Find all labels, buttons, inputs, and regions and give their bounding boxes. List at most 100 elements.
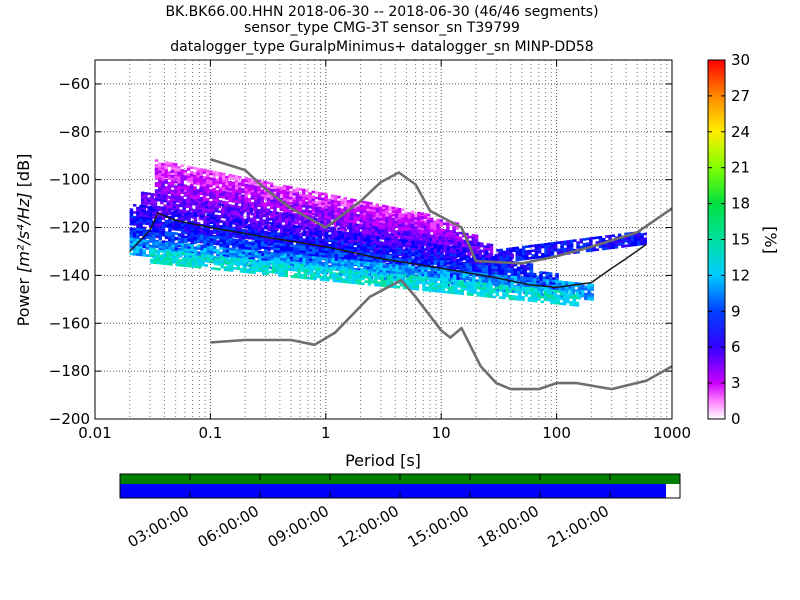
density-cell: [215, 190, 220, 193]
density-cell: [224, 206, 228, 210]
density-cell: [145, 212, 150, 216]
density-cell: [280, 235, 284, 239]
density-cell: [337, 203, 341, 206]
density-cell: [273, 227, 278, 230]
density-cell: [260, 200, 264, 203]
density-cell: [291, 221, 295, 224]
density-cell: [273, 189, 277, 192]
density-cell: [199, 180, 204, 184]
density-cell: [366, 204, 370, 207]
density-cell: [334, 259, 338, 262]
density-cell: [308, 220, 312, 223]
density-cell: [171, 211, 175, 215]
density-cell: [292, 227, 297, 231]
density-cell: [362, 203, 367, 206]
density-cell: [164, 188, 168, 192]
density-cell: [484, 252, 489, 256]
density-cell: [302, 228, 306, 232]
density-cell: [423, 223, 428, 227]
density-cell: [174, 232, 178, 235]
density-cell: [145, 210, 150, 214]
density-cell: [420, 230, 424, 233]
density-cell: [433, 250, 438, 254]
density-cell: [214, 205, 218, 208]
density-cell: [379, 254, 383, 258]
density-cell: [292, 247, 297, 250]
density-cell: [369, 223, 373, 227]
density-cell: [270, 195, 274, 199]
density-cell: [395, 241, 399, 244]
density-cell: [218, 174, 223, 178]
density-cell: [174, 211, 178, 215]
density-cell: [305, 234, 310, 237]
density-cell: [206, 213, 210, 217]
density-cell: [152, 227, 156, 231]
density-cell: [140, 201, 145, 204]
density-cell: [302, 204, 306, 208]
density-cell: [272, 213, 276, 217]
density-cell: [174, 185, 178, 188]
density-cell: [334, 244, 338, 248]
density-cell: [484, 257, 489, 261]
density-cell: [174, 237, 178, 240]
density-cell: [204, 201, 209, 204]
density-cell: [214, 209, 218, 213]
density-cell: [289, 237, 294, 240]
density-cell: [276, 194, 280, 198]
density-cell: [436, 242, 440, 245]
density-cell: [230, 212, 234, 215]
density-cell: [225, 249, 230, 253]
density-cell: [145, 205, 150, 209]
density-cell: [219, 241, 223, 245]
density-cell: [230, 205, 234, 208]
density-cell: [288, 213, 292, 217]
density-cell: [302, 233, 306, 237]
density-cell: [375, 205, 380, 209]
density-cell: [446, 255, 450, 259]
density-cell: [526, 267, 530, 271]
density-cell: [206, 188, 210, 191]
density-cell: [265, 219, 270, 223]
density-cell: [478, 267, 482, 270]
density-cell: [536, 275, 540, 279]
density-cell: [372, 258, 377, 261]
density-cell: [308, 213, 312, 216]
density-cell: [172, 196, 177, 199]
density-cell: [300, 220, 305, 223]
density-cell: [353, 247, 358, 250]
density-cell: [331, 235, 335, 238]
density-cell: [347, 246, 351, 249]
density-cell: [299, 245, 303, 249]
density-cell: [177, 238, 182, 241]
density-cell: [304, 223, 308, 226]
density-cell: [457, 241, 462, 244]
density-cell: [187, 233, 191, 237]
density-cell: [238, 199, 242, 203]
density-cell: [314, 211, 319, 215]
density-cell: [190, 171, 194, 174]
density-cell: [150, 193, 154, 196]
density-cell: [215, 171, 220, 175]
density-cell: [311, 206, 316, 210]
density-cell: [163, 197, 167, 200]
density-cell: [348, 230, 353, 233]
density-cell: [324, 241, 329, 244]
density-cell: [311, 196, 316, 199]
density-cell: [451, 240, 455, 244]
density-cell: [177, 179, 181, 182]
density-cell: [353, 220, 357, 224]
density-cell: [334, 256, 338, 260]
density-cell: [155, 232, 159, 236]
density-cell: [424, 259, 428, 262]
density-cell: [378, 220, 383, 223]
density-cell: [302, 201, 306, 205]
density-cell: [160, 194, 164, 198]
density-cell: [164, 210, 169, 214]
density-cell: [486, 248, 490, 251]
density-cell: [231, 174, 236, 178]
density-cell: [459, 265, 463, 268]
density-cell: [260, 182, 264, 186]
density-cell: [265, 217, 270, 221]
density-cell: [263, 194, 268, 198]
density-cell: [190, 178, 194, 182]
